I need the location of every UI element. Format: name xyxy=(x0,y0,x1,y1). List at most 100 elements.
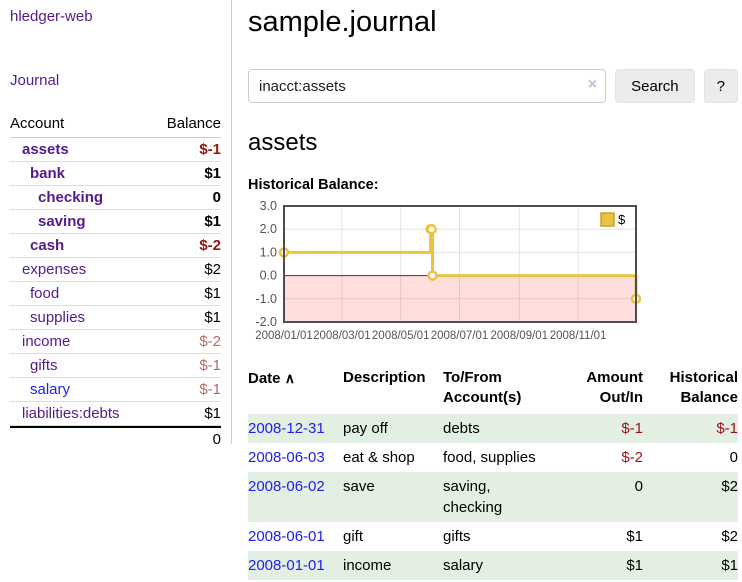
svg-text:2.0: 2.0 xyxy=(260,222,277,236)
sidebar-account-link[interactable]: bank xyxy=(30,165,66,182)
transaction-date-link[interactable]: 2008-01-01 xyxy=(248,557,325,574)
amount-column-header: Amount Out/In xyxy=(586,369,643,406)
svg-text:0.0: 0.0 xyxy=(260,269,277,283)
date-column-header[interactable]: Date ∧ xyxy=(248,370,295,387)
transaction-amount: $1 xyxy=(626,528,643,545)
account-balance: $-2 xyxy=(199,333,221,350)
account-balance: $1 xyxy=(204,165,221,182)
svg-text:$: $ xyxy=(618,212,626,227)
balance-chart: 3.0 2.0 1.0 0.0 -1.0 -2.0 2008/01/01 2008/03/01… xyxy=(248,199,738,352)
account-row: salary $-1 xyxy=(10,378,221,402)
account-col-header: Account xyxy=(10,115,65,132)
page-title: sample.journal xyxy=(248,6,437,38)
transaction-description: eat & shop xyxy=(343,449,415,466)
transaction-accounts: food, supplies xyxy=(443,449,536,466)
account-row: cash $-2 xyxy=(10,234,221,258)
svg-text:2008/07/01: 2008/07/01 xyxy=(431,330,489,342)
sidebar-account-link[interactable]: cash xyxy=(30,237,65,254)
account-row: gifts $-1 xyxy=(10,354,221,378)
transaction-date-link[interactable]: 2008-06-03 xyxy=(248,449,325,466)
sidebar-account-link[interactable]: saving xyxy=(38,213,86,230)
sort-ascending-icon: ∧ xyxy=(284,370,295,386)
transaction-amount: 0 xyxy=(634,478,643,495)
account-balance: $1 xyxy=(204,405,221,422)
search-input[interactable] xyxy=(248,69,607,103)
sidebar-account-link[interactable]: expenses xyxy=(22,261,87,278)
transaction-date-link[interactable]: 2008-06-02 xyxy=(248,478,325,495)
account-heading: assets xyxy=(248,129,318,156)
register-tbody: 2008-12-31 pay off debts $-1 $-1 2008-06-03 ea… xyxy=(248,414,738,580)
transaction-balance: $2 xyxy=(721,528,738,545)
register-row: 2008-01-01 income salary $1 $1 xyxy=(248,551,738,580)
account-tree: Account Balance assets $-1 bank $1 checking 0… xyxy=(10,112,221,451)
sidebar-account-link[interactable]: liabilities:debts xyxy=(22,405,120,422)
clear-search-icon[interactable]: × xyxy=(587,76,598,93)
account-row: income $-2 xyxy=(10,330,221,354)
sidebar-account-link[interactable]: income xyxy=(22,333,71,350)
account-column-header: To/From Account(s) xyxy=(443,369,522,406)
transaction-amount: $1 xyxy=(626,557,643,574)
account-balance: 0 xyxy=(212,189,221,206)
register-row: 2008-06-01 gift gifts $1 $2 xyxy=(248,522,738,551)
register-table: Date ∧ Description To/From Account(s) Am… xyxy=(248,366,738,580)
sidebar-account-link[interactable]: supplies xyxy=(30,309,86,326)
register-row: 2008-12-31 pay off debts $-1 $-1 xyxy=(248,414,738,443)
transaction-balance: $2 xyxy=(721,478,738,495)
svg-text:-1.0: -1.0 xyxy=(255,292,277,306)
search-button[interactable]: Search xyxy=(615,69,695,103)
search-form: × Search ? xyxy=(248,69,738,103)
account-row: checking 0 xyxy=(10,186,221,210)
chart-title: Historical Balance: xyxy=(248,177,379,193)
transaction-description: income xyxy=(343,557,392,574)
account-row: saving $1 xyxy=(10,210,221,234)
transaction-amount: $-1 xyxy=(621,420,643,437)
legend-swatch-icon xyxy=(600,212,615,227)
transaction-description: save xyxy=(343,478,375,495)
account-row: expenses $2 xyxy=(10,258,221,282)
sidebar-account-link[interactable]: checking xyxy=(38,189,104,206)
account-balance: $1 xyxy=(204,285,221,302)
account-row: bank $1 xyxy=(10,162,221,186)
account-balance: $-1 xyxy=(199,381,221,398)
account-balance: $1 xyxy=(204,309,221,326)
app-title[interactable]: hledger-web xyxy=(10,8,93,25)
transaction-amount: $-2 xyxy=(621,449,643,466)
transaction-balance: 0 xyxy=(729,449,738,466)
transaction-date-link[interactable]: 2008-12-31 xyxy=(248,420,325,437)
transaction-description: pay off xyxy=(343,420,388,437)
main-content: sample.journal × Search ? assets Histori… xyxy=(248,0,738,580)
account-row: liabilities:debts $1 xyxy=(10,402,221,426)
account-total-row: 0 xyxy=(10,426,221,451)
transaction-balance: $-1 xyxy=(716,420,738,437)
account-tree-header: Account Balance xyxy=(10,112,221,138)
register-header-row: Date ∧ Description To/From Account(s) Am… xyxy=(248,366,738,414)
account-balance: $2 xyxy=(204,261,221,278)
account-row: supplies $1 xyxy=(10,306,221,330)
balance-column-header: Historical Balance xyxy=(669,369,738,406)
register-row: 2008-06-03 eat & shop food, supplies $-2 0 xyxy=(248,443,738,472)
svg-text:3.0: 3.0 xyxy=(260,201,277,213)
svg-text:2008/09/01: 2008/09/01 xyxy=(491,330,549,342)
sidebar-account-link[interactable]: salary xyxy=(30,381,71,398)
svg-text:2008/03/01: 2008/03/01 xyxy=(313,330,371,342)
sidebar-account-link[interactable]: assets xyxy=(22,141,69,158)
transaction-date-link[interactable]: 2008-06-01 xyxy=(248,528,325,545)
transaction-description: gift xyxy=(343,528,364,545)
account-balance: $1 xyxy=(204,213,221,230)
transaction-accounts: gifts xyxy=(443,528,471,545)
total-balance: 0 xyxy=(212,431,221,448)
transaction-accounts: debts xyxy=(443,420,480,437)
description-column-header: Description xyxy=(343,369,426,386)
journal-link[interactable]: Journal xyxy=(10,72,60,89)
account-balance: $-2 xyxy=(199,237,221,254)
help-button[interactable]: ? xyxy=(703,69,738,103)
svg-text:1.0: 1.0 xyxy=(260,245,277,259)
sidebar-account-link[interactable]: gifts xyxy=(30,357,58,374)
account-balance: $-1 xyxy=(199,357,221,374)
transaction-accounts: saving, checking xyxy=(443,478,503,516)
transaction-balance: $1 xyxy=(721,557,738,574)
sidebar-account-link[interactable]: food xyxy=(30,285,60,302)
svg-text:2008/05/01: 2008/05/01 xyxy=(372,330,430,342)
sidebar: hledger-web Journal Account Balance asse… xyxy=(0,0,232,448)
